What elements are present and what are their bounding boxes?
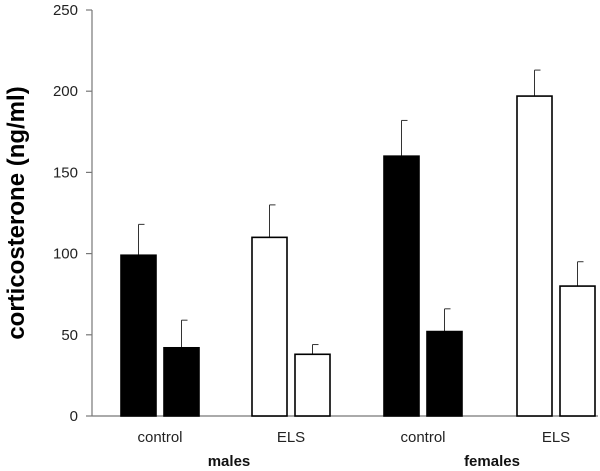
y-tick-label: 100 [53,246,78,263]
y-tick-label: 50 [61,327,78,344]
y-axis-ticks: 0 50 100 150 200 250 [53,2,92,425]
sex-label-males: males [208,453,251,470]
bar-males-control-2 [163,346,200,417]
bar-males-els-1 [251,236,288,417]
bar-females-els-2 [559,285,596,417]
y-tick-label: 0 [70,408,78,425]
y-tick-label: 250 [53,2,78,19]
group-label-males-control: control [137,429,182,446]
bar-females-control-1 [383,155,420,417]
bar-females-els-1 [516,95,553,417]
group-labels: control ELS control ELS [137,429,570,446]
bar-marks [120,69,596,417]
bar-males-control-1 [120,254,157,417]
sex-label-females: females [464,453,520,470]
y-tick-label: 150 [53,164,78,181]
group-label-males-els: ELS [277,429,305,446]
group-label-females-control: control [400,429,445,446]
group-label-females-els: ELS [542,429,570,446]
y-axis-label: corticosterone (ng/ml) [3,86,30,339]
y-tick-label: 200 [53,83,78,100]
bar-males-els-2 [294,353,331,417]
bar-females-control-2 [426,330,463,417]
